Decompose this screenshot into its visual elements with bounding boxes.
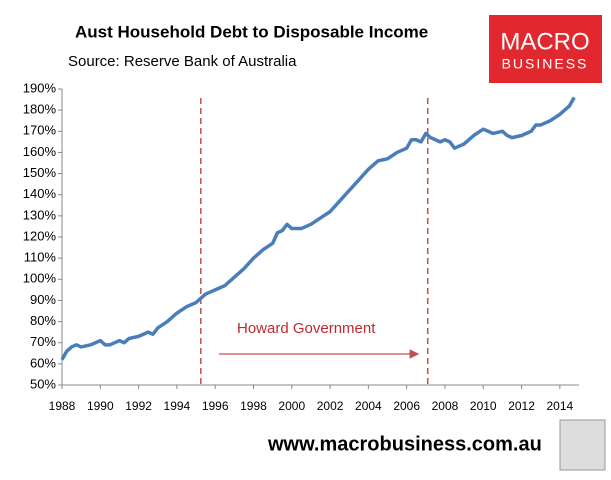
- chart-subtitle: Source: Reserve Bank of Australia: [68, 53, 297, 70]
- y-tick-label: 160%: [23, 144, 57, 159]
- y-tick-label: 100%: [23, 271, 57, 286]
- y-tick-label: 80%: [30, 313, 56, 328]
- y-tick-label: 190%: [23, 80, 57, 95]
- y-tick-label: 140%: [23, 186, 57, 201]
- x-tick-label: 2014: [547, 399, 574, 413]
- x-tick-label: 2012: [508, 399, 535, 413]
- y-tick-label: 180%: [23, 102, 57, 117]
- x-tick-label: 1990: [87, 399, 114, 413]
- x-tick-label: 1996: [202, 399, 229, 413]
- y-tick-label: 120%: [23, 228, 57, 243]
- series-line: [60, 96, 576, 361]
- chart-title: Aust Household Debt to Disposable Income: [75, 22, 428, 41]
- y-tick-label: 150%: [23, 165, 57, 180]
- x-tick-label: 2010: [470, 399, 497, 413]
- y-tick-label: 70%: [30, 334, 56, 349]
- x-tick-label: 2002: [317, 399, 344, 413]
- logo-text: MACRO: [500, 28, 589, 55]
- x-tick-label: 1992: [125, 399, 152, 413]
- x-tick-label: 2000: [278, 399, 305, 413]
- x-tick-label: 2008: [432, 399, 459, 413]
- footer-url: www.macrobusiness.com.au: [267, 433, 542, 455]
- logo-box: [489, 15, 602, 83]
- x-tick-label: 1988: [49, 399, 76, 413]
- x-tick-label: 2006: [393, 399, 420, 413]
- y-tick-label: 90%: [30, 292, 56, 307]
- y-tick-label: 130%: [23, 207, 57, 222]
- y-tick-label: 50%: [30, 376, 56, 391]
- x-tick-label: 1994: [164, 399, 191, 413]
- y-tick-label: 170%: [23, 123, 57, 138]
- x-tick-label: 1998: [240, 399, 267, 413]
- y-tick-label: 60%: [30, 355, 56, 370]
- x-tick-label: 2004: [355, 399, 382, 413]
- fox-icon: [559, 419, 606, 471]
- annotation: Howard Government: [237, 320, 376, 337]
- y-tick-label: 110%: [24, 250, 57, 265]
- logo-text: BUSINESS: [502, 56, 589, 72]
